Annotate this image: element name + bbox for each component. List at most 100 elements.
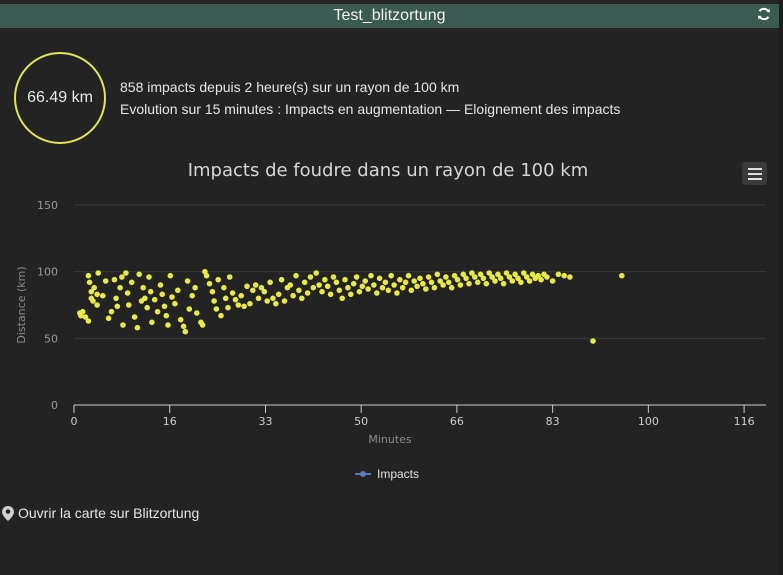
data-point [474,279,481,286]
data-point [567,274,573,280]
data-point [90,298,96,304]
data-point [382,279,389,286]
data-point [273,300,279,307]
data-point [535,272,541,279]
data-point [105,315,112,322]
data-point [134,324,141,331]
data-point [405,272,412,279]
data-point [154,308,161,315]
impact-summary: 858 impacts depuis 2 heure(s) sur un ray… [120,76,620,120]
map-marker-icon [2,505,14,521]
data-point [211,298,217,304]
data-point [472,274,478,280]
data-point [182,328,189,335]
data-point [120,322,126,328]
x-tick-label: 66 [450,415,464,428]
data-point [394,290,400,296]
data-point [385,287,392,294]
data-point [270,295,276,302]
data-point [94,291,100,298]
data-point [356,288,363,295]
data-point [523,274,530,280]
data-point [454,276,461,283]
data-point [521,270,527,276]
legend-label: Impacts [377,467,420,481]
data-point [175,287,181,294]
data-point [95,270,101,276]
data-point [376,275,383,282]
data-point [486,270,493,276]
data-point [359,283,366,290]
data-point [293,272,299,279]
data-point [500,280,507,287]
data-point [172,300,178,307]
data-point [492,278,498,284]
data-point [213,306,220,312]
data-point [538,276,544,283]
data-point [165,322,171,328]
x-tick-label: 0 [71,415,78,428]
data-point [111,276,118,283]
data-point [526,278,533,284]
data-point [619,272,625,279]
data-point [350,280,357,287]
x-tick-label: 33 [258,415,272,428]
y-tick-label: 150 [37,199,58,212]
data-point [146,274,152,280]
data-point [457,282,464,288]
x-tick-label: 50 [354,415,368,428]
data-point [469,270,475,276]
data-point [85,272,92,279]
chart-menu-button[interactable] [742,162,767,185]
data-point [255,295,262,302]
data-point [431,284,438,291]
impact-count-text: 858 impacts depuis 2 heure(s) sur un ray… [120,79,460,95]
data-point [506,274,513,280]
data-point [203,272,210,279]
data-point [304,290,311,296]
data-point [161,303,168,310]
data-point [489,274,495,280]
data-point [425,274,432,280]
data-point [451,272,458,279]
data-point [333,279,340,286]
data-point [113,295,119,302]
data-point [85,318,92,324]
data-point [287,282,294,288]
data-point [414,283,420,290]
widget-title: Test_blitzortung [333,7,446,24]
data-point [443,274,449,280]
data-point [136,271,142,278]
data-point [448,284,455,291]
data-point [94,302,100,308]
data-point [225,304,231,311]
data-point [184,278,191,284]
data-point [281,298,288,304]
data-point [232,296,239,303]
data-point [147,288,154,295]
data-point [169,294,175,300]
data-point [128,279,135,286]
data-point [336,287,343,294]
data-point [267,279,273,286]
refresh-icon[interactable] [757,7,771,21]
data-point [408,287,415,294]
data-point [100,292,106,299]
data-point [497,275,504,282]
data-point [420,280,426,287]
legend-marker [355,471,371,477]
data-point [561,272,567,279]
data-point [399,284,406,291]
data-point [88,288,95,295]
data-point [258,284,265,291]
open-map-link[interactable]: Ouvrir la carte sur Blitzortung [2,505,199,521]
menu-icon [747,167,762,170]
data-point [446,279,452,286]
data-point [218,312,224,319]
data-point [79,308,86,315]
data-point [509,278,516,284]
data-point [241,303,247,310]
data-point [235,302,242,308]
legend-item-impacts[interactable]: Impacts [355,467,419,481]
data-point [123,270,129,276]
